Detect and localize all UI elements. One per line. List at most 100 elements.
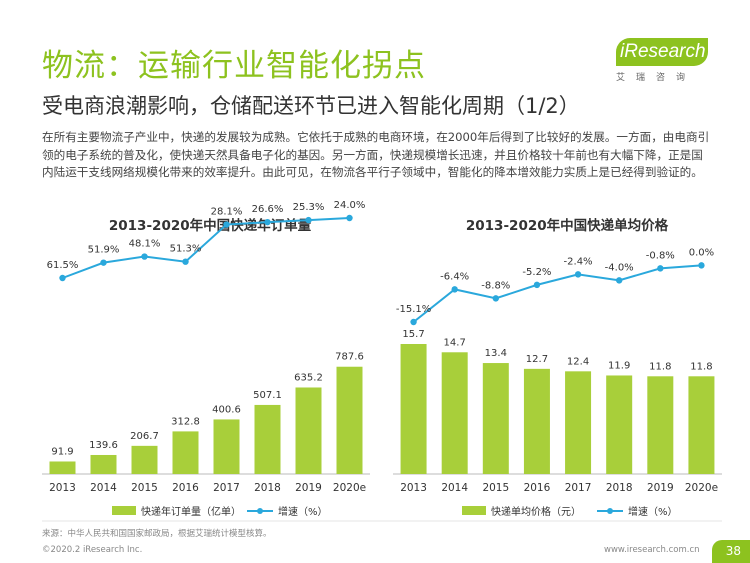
chart-1-bar-label: 787.6: [335, 352, 364, 363]
chart-2-x-tick-label: 2018: [606, 482, 633, 494]
chart-1-growth-label: 25.3%: [293, 202, 325, 213]
page-title: 物流：运输行业智能化拐点: [42, 48, 426, 84]
chart-1-x-tick-label: 2016: [172, 482, 199, 494]
chart-1-legend-line-label: 增速（%）: [278, 505, 328, 518]
chart-2-bar: [688, 376, 715, 474]
chart-1-growth-label: 48.1%: [129, 239, 161, 250]
chart-2-growth-point: [615, 277, 623, 284]
chart-1-growth-point: [223, 221, 230, 228]
chart-2-growth-point: [410, 318, 417, 326]
chart-1-bar: [336, 366, 363, 474]
chart-2-title: 2013-2020年中国快递单均价格: [465, 218, 669, 234]
chart-1-x-tick-label: 2020e: [333, 482, 366, 494]
chart-1-bar: [172, 431, 199, 474]
chart-2-growth-label: 0.0%: [689, 247, 714, 258]
chart-2-legend-bar-swatch: [462, 506, 486, 515]
chart-1-bar: [254, 404, 281, 474]
chart-1-legend-bar-swatch: [112, 506, 136, 515]
chart-2-growth-point: [492, 295, 500, 302]
chart-2-growth-label: -15.1%: [396, 304, 431, 315]
chart-1-bar-label: 139.6: [89, 440, 118, 451]
chart-2-legend-line-label: 增速（%）: [628, 505, 678, 518]
chart-1-growth-label: 61.5%: [47, 260, 79, 271]
chart-2-growth-point: [451, 286, 458, 293]
chart-2-bar-label: 13.4: [485, 348, 507, 359]
chart-1-bar: [90, 454, 117, 474]
chart-1-x-tick-label: 2013: [49, 482, 76, 494]
chart-2-growth-label: -5.2%: [522, 267, 551, 278]
chart-2-x-tick-label: 2014: [441, 482, 468, 494]
chart-2-x-tick-label: 2017: [565, 482, 592, 494]
chart-2-bar: [647, 376, 674, 474]
chart-2-bar-label: 11.9: [608, 360, 630, 371]
chart-1-bar: [213, 419, 240, 474]
chart-1-growth-label: 51.9%: [88, 245, 120, 256]
chart-1-x-tick-label: 2015: [131, 482, 158, 494]
logo-subtext: 艾瑞咨询: [616, 73, 697, 83]
chart-1-growth-label: 51.3%: [170, 244, 202, 255]
chart-1-growth-point: [59, 274, 66, 282]
chart-2-legend-bar-label: 快递单均价格（元）: [491, 505, 581, 518]
chart-1-bar-label: 635.2: [294, 372, 323, 383]
chart-2-growth-point: [698, 262, 705, 269]
chart-1-x-tick-label: 2017: [213, 482, 240, 494]
chart-1-bar: [131, 445, 158, 474]
logo-badge: [616, 38, 708, 66]
chart-2-x-tick-label: 2019: [647, 482, 674, 494]
chart-2-x-tick-label: 2016: [524, 482, 551, 494]
website: www.iresearch.com.cn: [604, 545, 700, 555]
chart-1-x-tick-label: 2018: [254, 482, 281, 494]
copyright: ©2020.2 iResearch Inc.: [42, 545, 143, 555]
chart-1-growth-point: [346, 214, 353, 222]
chart-2-bar-label: 12.7: [526, 354, 548, 365]
chart-2-growth-label: -2.4%: [564, 256, 593, 267]
chart-1-bar-label: 206.7: [130, 431, 159, 442]
chart-1-x-tick-label: 2019: [295, 482, 322, 494]
chart-2-growth-line: [412, 264, 702, 323]
chart-1-growth-point: [182, 258, 189, 265]
chart-1-growth-point: [100, 259, 107, 266]
chart-2-bar: [482, 363, 509, 474]
chart-1-bar: [49, 461, 76, 474]
chart-2-bar-label: 11.8: [649, 361, 671, 372]
chart-2-growth-point: [574, 271, 582, 278]
chart-1-growth-line: [62, 217, 350, 279]
chart-1-bar-label: 400.6: [212, 404, 241, 415]
chart-1-growth-point: [141, 253, 148, 260]
chart-2-bar: [606, 375, 633, 474]
chart-2-bar-label: 14.7: [444, 337, 466, 348]
chart-1-growth-point: [264, 218, 271, 226]
chart-2-bar-label: 15.7: [402, 329, 424, 340]
chart-1-bar: [295, 387, 322, 474]
logo-text: iResearch: [620, 41, 706, 62]
chart-1-bar-label: 312.8: [171, 416, 200, 427]
chart-2-growth-label: -6.4%: [440, 271, 469, 282]
chart-2-x-tick-label: 2013: [400, 482, 427, 494]
chart-2-bar: [400, 344, 427, 474]
chart-1-growth-label: 26.6%: [252, 204, 284, 215]
chart-2-growth-point: [657, 265, 664, 272]
chart-2-bar: [523, 368, 550, 474]
chart-2-bar-label: 11.8: [690, 361, 712, 372]
chart-1-bar-label: 507.1: [253, 390, 282, 401]
chart-1-growth-label: 24.0%: [334, 200, 366, 211]
page-number: 38: [712, 540, 750, 563]
page-subtitle: 受电商浪潮影响，仓储配送环节已进入智能化周期（1/2）: [42, 94, 580, 118]
chart-1-bar-label: 91.9: [51, 446, 73, 457]
source-note: 来源：中华人民共和国国家邮政局，根据艾瑞统计模型核算。: [42, 529, 272, 539]
chart-2-x-tick-label: 2020e: [685, 482, 718, 494]
chart-2-x-tick-label: 2015: [482, 482, 509, 494]
chart-1-legend-bar-label: 快递年订单量（亿单）: [141, 505, 241, 518]
chart-2-growth-point: [533, 281, 541, 289]
chart-2-legend-line-marker: [607, 508, 613, 514]
chart-1-x-tick-label: 2014: [90, 482, 117, 494]
chart-2-bar: [441, 352, 468, 474]
chart-2-growth-label: -4.0%: [605, 262, 634, 273]
chart-2-bar: [565, 371, 592, 474]
chart-1-growth-label: 28.1%: [211, 207, 243, 218]
chart-2-bar-label: 12.4: [567, 356, 589, 367]
body-paragraph: 在所有主要物流子产业中，快递的发展较为成熟。它依托于成熟的电商环境，在2000年…: [42, 130, 710, 179]
chart-1-legend-line-marker: [257, 508, 263, 514]
chart-2-growth-label: -8.8%: [481, 280, 510, 291]
